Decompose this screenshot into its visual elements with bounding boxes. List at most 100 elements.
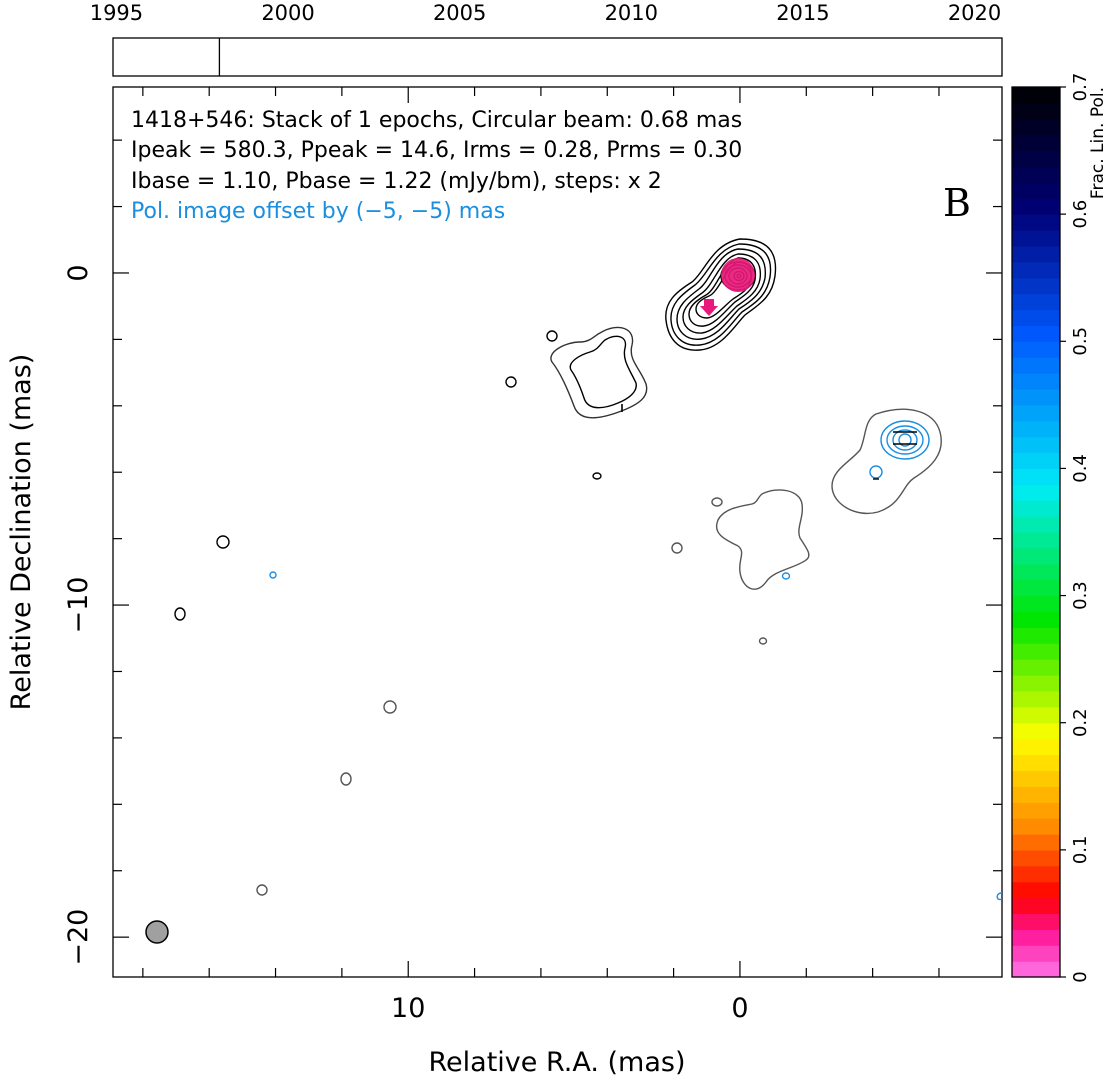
- noise-island: [592, 472, 602, 480]
- offset-image-contours: [831, 408, 942, 514]
- plot-frame: [112, 86, 1003, 978]
- colorbar-step: [1012, 833, 1060, 851]
- colorbar-step: [1012, 420, 1060, 438]
- colorbar-step: [1012, 611, 1060, 628]
- contour-level-3: [676, 248, 767, 340]
- offset-total-intensity-contour: [831, 408, 942, 514]
- offset-pol-contour-4: [898, 433, 912, 447]
- colorbar-step: [1012, 182, 1060, 199]
- timeline-year-labels: 1995 2000 2005 2010 2015 2020: [90, 1, 1002, 25]
- colorbar-tick-label: 0.6: [1070, 200, 1091, 229]
- colorbar-step: [1012, 87, 1060, 104]
- colorbar-step: [1012, 484, 1060, 501]
- noise-island: [996, 892, 1002, 901]
- contour-level-4: [682, 253, 762, 334]
- colorbar-step: [1012, 436, 1060, 454]
- restoring-beam: [145, 920, 169, 944]
- offset-pol-contour-2: [886, 425, 924, 455]
- colorbar-step: [1012, 388, 1060, 406]
- colorbar-frame: [1011, 86, 1061, 978]
- colorbar-label: Frac. Lin. Pol.: [1088, 87, 1108, 199]
- colorbar-step: [1012, 563, 1060, 581]
- colorbar-step: [1012, 961, 1060, 978]
- colorbar-step: [1012, 341, 1060, 358]
- x-axis-label: Relative R.A. (mas): [429, 1047, 686, 1078]
- noise-island: [711, 497, 723, 507]
- noise-island: [216, 535, 230, 549]
- x-tick-label: 10: [391, 993, 425, 1024]
- y-tick-labels: −20 −10 0: [63, 264, 94, 965]
- colorbar-step: [1012, 690, 1060, 708]
- outer-jet-contours: [621, 404, 810, 590]
- colorbar-step: [1012, 532, 1060, 549]
- colorbar-step: [1012, 134, 1060, 152]
- inner-jet-contours: [550, 326, 648, 419]
- colorbar-step: [1012, 754, 1060, 771]
- contour-level-2: [670, 243, 772, 346]
- colorbar-tick-label: 0: [1070, 971, 1091, 982]
- colorbar-step: [1012, 913, 1060, 930]
- colorbar: 0 0.1 0.2 0.3 0.4 0.5 0.6 0.7 Frac. Lin. Pol.: [1011, 73, 1108, 983]
- offset-pol-contour-1: [880, 420, 930, 460]
- core-polarization-patch: [721, 258, 755, 292]
- timeline: 1995 2000 2005 2010 2015 2020: [90, 1, 1003, 77]
- y-tick-label: −10: [63, 577, 94, 634]
- noise-island: [340, 772, 352, 786]
- colorbar-step: [1012, 897, 1060, 915]
- colorbar-step: [1012, 675, 1060, 692]
- colorbar-step: [1012, 865, 1060, 883]
- colorbar-step: [1012, 706, 1060, 724]
- colorbar-tick-label: 0.2: [1070, 708, 1091, 737]
- timeline-year-label: 2020: [948, 1, 1001, 25]
- plot-area: 10 0 −20 −10 0 1418+546: Stack of 1 epochs,…: [63, 86, 1003, 1024]
- colorbar-tick-label: 0.4: [1070, 454, 1091, 483]
- colorbar-step: [1012, 500, 1060, 517]
- noise-contours: [174, 330, 1002, 901]
- header-line-3: Ibase = 1.10, Pbase = 1.22 (mJy/bm), ste…: [131, 169, 662, 194]
- colorbar-step: [1012, 802, 1060, 819]
- y-tick-label: 0: [63, 264, 94, 281]
- colorbar-step: [1012, 818, 1060, 835]
- colorbar-step: [1012, 277, 1060, 295]
- colorbar-step: [1012, 579, 1060, 597]
- colorbar-step: [1012, 373, 1060, 390]
- colorbar-step: [1012, 102, 1060, 120]
- pol-offset-note: Pol. image offset by (−5, −5) mas: [131, 199, 505, 224]
- timeline-year-label: 1995: [90, 1, 143, 25]
- noise-island: [781, 572, 791, 580]
- colorbar-step: [1012, 214, 1060, 231]
- timeline-year-label: 2005: [433, 1, 486, 25]
- colorbar-step: [1012, 722, 1060, 740]
- timeline-year-label: 2000: [261, 1, 314, 25]
- x-tick-labels: 10 0: [391, 993, 748, 1024]
- contour-level-1: [665, 238, 777, 351]
- colorbar-step: [1012, 627, 1060, 644]
- colorbar-step: [1012, 166, 1060, 183]
- timeline-box: [112, 37, 1003, 77]
- core-contours: [665, 238, 777, 351]
- colorbar-step: [1012, 198, 1060, 215]
- colorbar-tick-label: 0.5: [1070, 327, 1091, 356]
- timeline-year-label: 2015: [776, 1, 829, 25]
- colorbar-step: [1012, 849, 1060, 867]
- colorbar-step: [1012, 516, 1060, 533]
- colorbar-step: [1012, 309, 1060, 326]
- colorbar-step: [1012, 929, 1060, 946]
- colorbar-step: [1012, 786, 1060, 803]
- header-line-2: Ipeak = 580.3, Ppeak = 14.6, Irms = 0.28…: [131, 138, 742, 163]
- colorbar-step: [1012, 261, 1060, 279]
- colorbar-step: [1012, 770, 1060, 787]
- noise-island: [383, 700, 397, 714]
- polarization-peak-marker: [700, 299, 718, 316]
- y-axis-label: Relative Declination (mas): [6, 354, 37, 711]
- noise-island: [758, 637, 768, 645]
- y-tick-label: −20: [63, 909, 94, 966]
- colorbar-step: [1012, 230, 1060, 247]
- colorbar-step: [1012, 945, 1060, 962]
- noise-island: [174, 607, 186, 621]
- colorbar-step: [1012, 404, 1060, 422]
- noise-island: [256, 884, 268, 896]
- colorbar-ticks: 0 0.1 0.2 0.3 0.4 0.5 0.6 0.7: [1060, 73, 1091, 983]
- colorbar-step: [1012, 881, 1060, 899]
